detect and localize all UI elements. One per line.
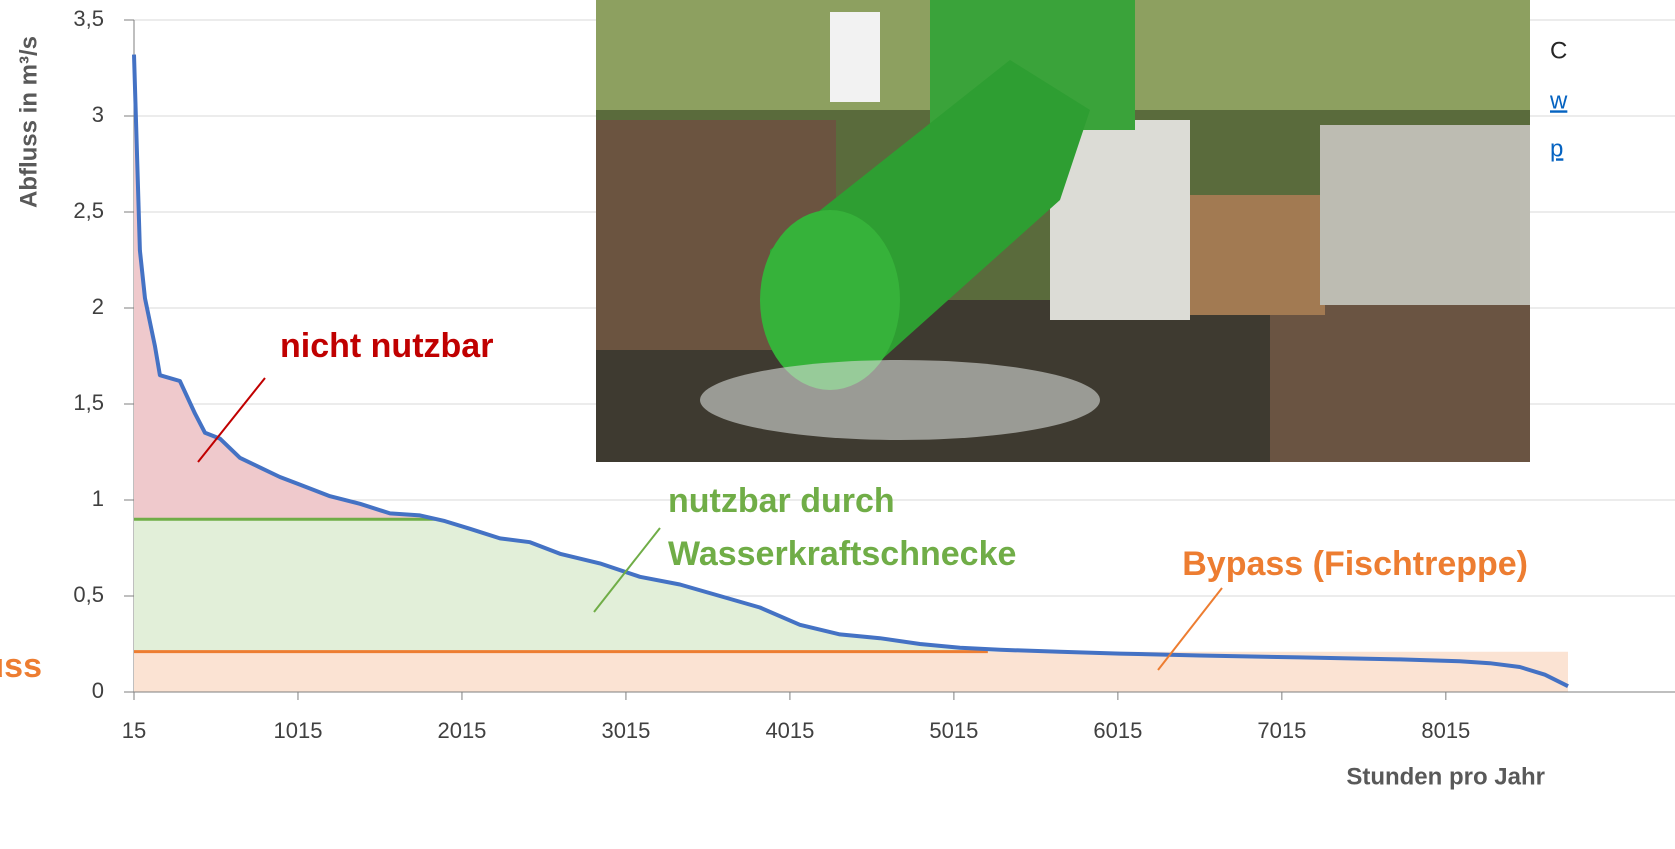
x-tick-label: 7015 xyxy=(1257,718,1306,743)
x-tick-label: 3015 xyxy=(601,718,650,743)
side-link[interactable]: p xyxy=(1550,135,1563,162)
marks xyxy=(132,54,1569,688)
x-tick-label: 2015 xyxy=(437,718,486,743)
x-tick-label: 6015 xyxy=(1093,718,1142,743)
leader-line xyxy=(593,527,661,613)
area-usable xyxy=(134,519,1060,652)
y-tick-label: 2,5 xyxy=(73,198,104,223)
leaders xyxy=(197,377,1223,671)
y-tick-label: 3,5 xyxy=(73,6,104,31)
annotation: nutzbar durch xyxy=(668,482,895,520)
x-tick-label: 5015 xyxy=(929,718,978,743)
annotation: nicht nutzbar xyxy=(280,327,493,365)
photo-soil-right xyxy=(1270,300,1530,462)
side-link[interactable]: w xyxy=(1549,87,1568,114)
area-unusable xyxy=(134,54,437,520)
annotation: uss xyxy=(0,647,42,685)
y-tick-label: 0 xyxy=(92,678,104,703)
y-tick-label: 0,5 xyxy=(73,582,104,607)
flow-curve xyxy=(132,54,1569,688)
y-tick-label: 2 xyxy=(92,294,104,319)
photo xyxy=(596,0,1530,462)
annotation: Bypass (Fischtreppe) xyxy=(1182,545,1528,583)
x-axis-title: Stunden pro Jahr xyxy=(1346,763,1545,790)
y-axis-title: Abfluss in m³/s xyxy=(15,36,42,208)
photo-screw-end xyxy=(760,210,900,390)
y-tick-label: 1 xyxy=(92,486,104,511)
side-text: C xyxy=(1550,37,1567,64)
y-tick-label: 3 xyxy=(92,102,104,127)
photo-wall xyxy=(1320,125,1530,305)
y-tick-label: 1,5 xyxy=(73,390,104,415)
x-tick-label: 8015 xyxy=(1421,718,1470,743)
x-tick-label: 1015 xyxy=(274,718,323,743)
x-tick-label: 15 xyxy=(122,718,146,743)
leader-line xyxy=(197,377,266,463)
leader-line xyxy=(1157,587,1223,671)
photo-foam xyxy=(700,360,1100,440)
annotation: Wasserkraftschnecke xyxy=(668,535,1016,573)
photo-box xyxy=(830,12,880,102)
x-tick-label: 4015 xyxy=(765,718,814,743)
